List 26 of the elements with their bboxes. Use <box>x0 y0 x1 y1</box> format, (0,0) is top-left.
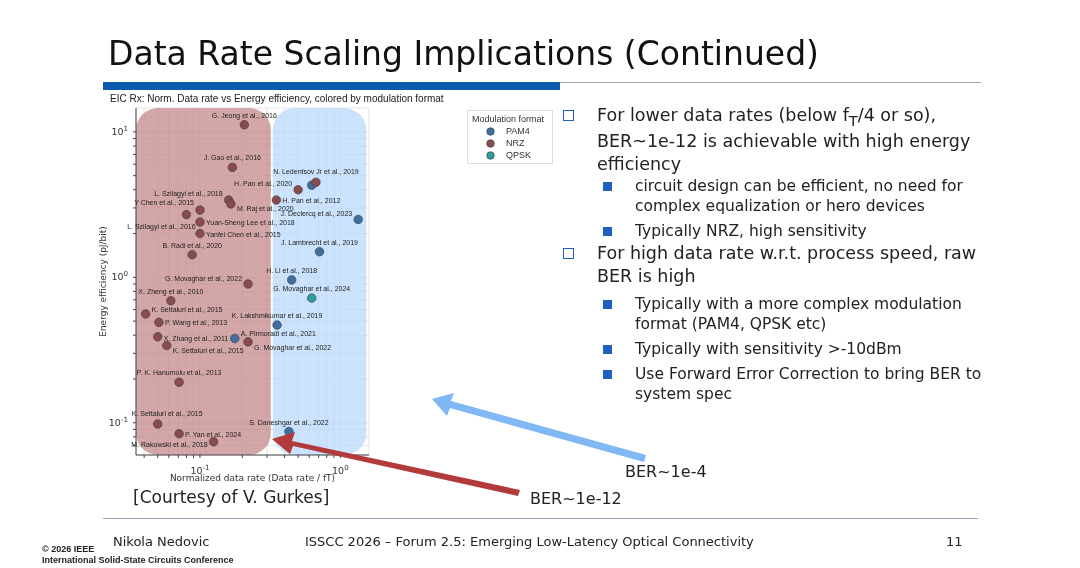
text: Use Forward Error Correction to bring BER to system spec <box>635 364 983 405</box>
chart-subtitle: EIC Rx: Norm. Data rate vs Energy efficiency, colored by modulation format <box>110 93 444 104</box>
text: © 2026 IEEE <box>42 544 95 554</box>
x-axis-title: Normalized data rate (Data rate / fT) <box>169 473 336 483</box>
text: [Courtesy of V. Gurkes] <box>133 486 331 509</box>
text: Nikola Nedovic <box>113 534 210 549</box>
text: Data Rate Scaling Implications (Continued) <box>108 34 819 73</box>
legend-label: PAM4 <box>506 126 530 136</box>
text: For lower data rates (below f$_{T}$/4 or so), BER~1e-12 is achievable with high energy efficiency <box>597 104 972 176</box>
text: Typically NRZ, high sensitivity <box>635 221 868 242</box>
text: ISSCC 2026 – Forum 2.5: Emerging Low-Latency Optical Connectivity <box>305 534 755 551</box>
text: Typically with sensitivity >-10dBm <box>635 339 903 360</box>
text: circuit design can be efficient, no need for complex equalization or hero devices <box>635 176 964 217</box>
y-tick-label: 10$^{0}$ <box>111 268 129 283</box>
text: BER~1e-4 <box>625 462 708 483</box>
legend-label: QPSK <box>506 150 532 160</box>
text: Typically with a more complex modulation format (PAM4, QPSK etc) <box>635 294 963 335</box>
y-tick-label: 10$^{-1}$ <box>108 414 128 428</box>
text: 11 <box>946 534 964 551</box>
y-axis-title: Energy efficiency (pJ/bit) <box>98 226 109 337</box>
text: BER~1e-12 <box>530 489 623 510</box>
text: International Solid-State Circuits Conference <box>42 555 235 567</box>
text: For high data rate w.r.t. process speed, raw BER is high <box>597 242 978 288</box>
legend-title: Modulation format <box>472 114 546 124</box>
y-tick-label: 10$^{1}$ <box>111 123 128 137</box>
legend-label: NRZ <box>506 138 525 148</box>
